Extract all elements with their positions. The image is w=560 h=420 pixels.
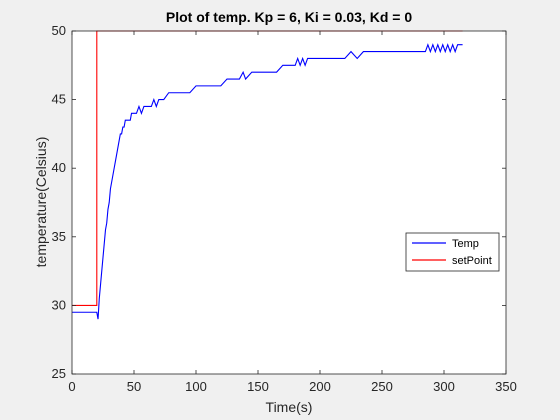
legend-label-setpoint: setPoint [452, 255, 492, 267]
axes-box [71, 30, 507, 375]
legend: Temp setPoint [405, 232, 500, 272]
y-tick-label: 25 [52, 366, 66, 381]
plot-area [72, 31, 506, 374]
ticks-layer: 0 50 100 150 200 250 300 350 25 30 35 40 45 50 [52, 23, 517, 394]
series-line-temp [72, 43, 463, 320]
legend-label-temp: Temp [452, 238, 479, 250]
y-tick-label: 50 [52, 23, 66, 38]
x-tick-label: 200 [309, 379, 331, 394]
y-tick-label: 35 [52, 229, 66, 244]
y-axis-label: temperature(Celsius) [33, 137, 49, 268]
y-tick-label: 30 [52, 297, 66, 312]
x-axis-label: Time(s) [266, 399, 313, 415]
x-tick-label: 350 [495, 379, 517, 394]
x-tick-label: 300 [433, 379, 455, 394]
legend-box [405, 232, 500, 272]
legend-items: Temp setPoint [412, 238, 492, 267]
x-tick-label: 250 [371, 379, 393, 394]
y-tick-label: 45 [52, 92, 66, 107]
chart-title: Plot of temp. Kp = 6, Ki = 0.03, Kd = 0 [166, 9, 412, 25]
x-tick-label: 150 [247, 379, 269, 394]
x-tick-label: 50 [127, 379, 141, 394]
x-tick-label: 0 [68, 379, 75, 394]
y-tick-label: 40 [52, 160, 66, 175]
x-tick-label: 100 [185, 379, 207, 394]
